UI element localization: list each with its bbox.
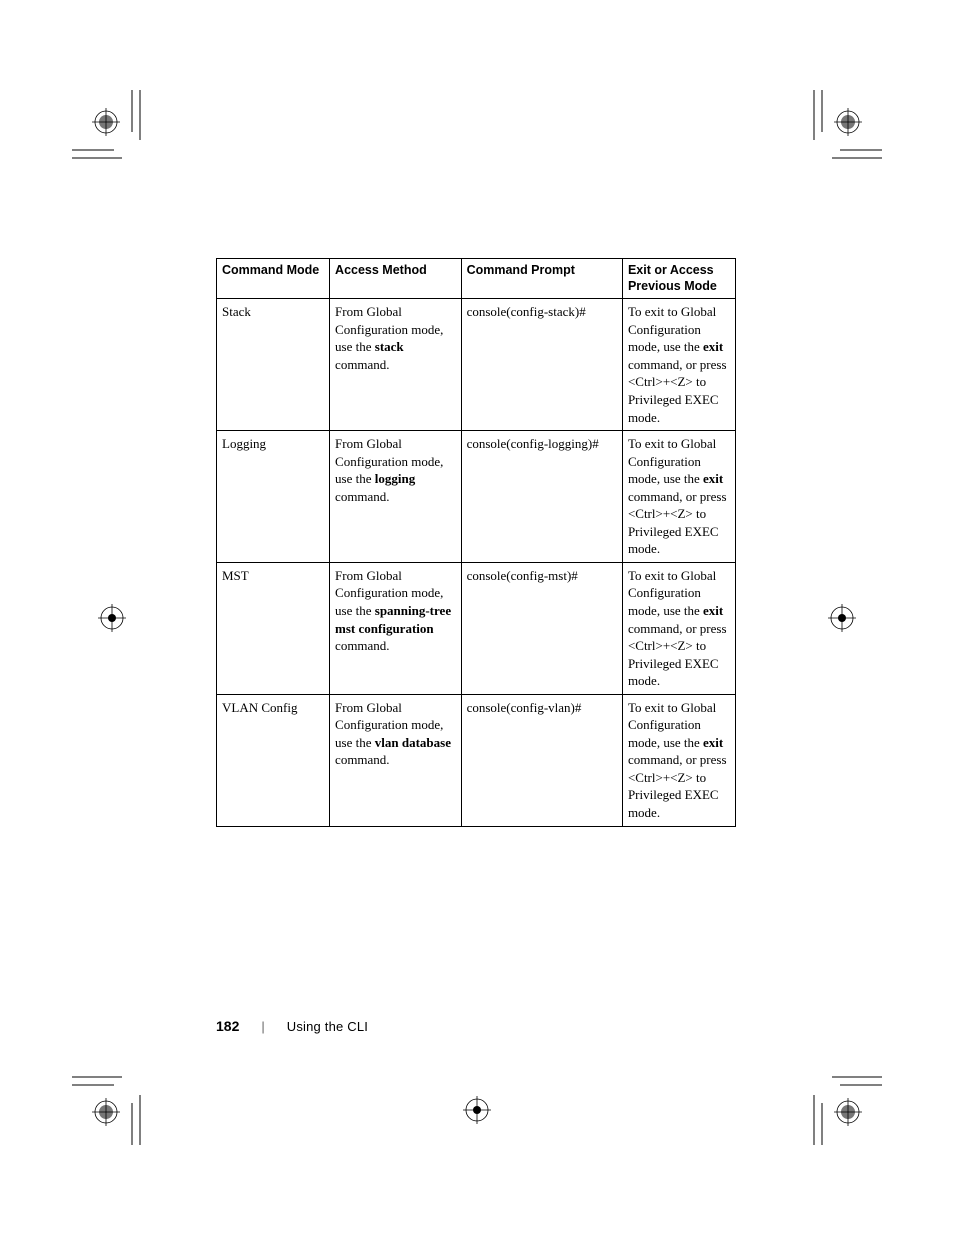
page-content: Command Mode Access Method Command Promp… <box>216 258 736 827</box>
access-command-keyword: logging <box>375 471 415 486</box>
cell-command-prompt: console(config-logging)# <box>461 431 622 563</box>
registration-mark-bottom-center <box>463 1096 491 1124</box>
access-command-keyword: stack <box>375 339 404 354</box>
exit-command-keyword: exit <box>703 735 723 750</box>
cell-command-mode: MST <box>217 562 330 694</box>
cell-access-method: From Global Configuration mode, use the … <box>330 562 462 694</box>
cell-command-prompt: console(config-stack)# <box>461 299 622 431</box>
cell-command-mode: Stack <box>217 299 330 431</box>
access-command-keyword: spanning-tree mst configuration <box>335 603 451 636</box>
exit-command-keyword: exit <box>703 603 723 618</box>
registration-mark-bottom-right <box>834 1098 862 1126</box>
footer-section-title: Using the CLI <box>287 1019 368 1034</box>
table-row: StackFrom Global Configuration mode, use… <box>217 299 736 431</box>
header-command-prompt: Command Prompt <box>461 259 622 299</box>
command-mode-table: Command Mode Access Method Command Promp… <box>216 258 736 827</box>
footer-separator: | <box>261 1019 264 1034</box>
header-access-method: Access Method <box>330 259 462 299</box>
registration-mark-right <box>828 604 856 632</box>
registration-mark-top-left <box>92 108 120 136</box>
cell-command-prompt: console(config-mst)# <box>461 562 622 694</box>
table-header-row: Command Mode Access Method Command Promp… <box>217 259 736 299</box>
table-row: VLAN ConfigFrom Global Configuration mod… <box>217 694 736 826</box>
access-command-keyword: vlan database <box>375 735 451 750</box>
exit-command-keyword: exit <box>703 471 723 486</box>
page-footer: 182 | Using the CLI <box>216 1018 368 1034</box>
exit-command-keyword: exit <box>703 339 723 354</box>
header-exit: Exit or Access Previous Mode <box>622 259 735 299</box>
registration-mark-top-right <box>834 108 862 136</box>
registration-mark-left <box>98 604 126 632</box>
cell-command-mode: Logging <box>217 431 330 563</box>
cell-exit: To exit to Global Configuration mode, us… <box>622 431 735 563</box>
table-row: MSTFrom Global Configuration mode, use t… <box>217 562 736 694</box>
cell-command-mode: VLAN Config <box>217 694 330 826</box>
cell-exit: To exit to Global Configuration mode, us… <box>622 562 735 694</box>
registration-mark-bottom-left <box>92 1098 120 1126</box>
cell-command-prompt: console(config-vlan)# <box>461 694 622 826</box>
cell-access-method: From Global Configuration mode, use the … <box>330 694 462 826</box>
cell-access-method: From Global Configuration mode, use the … <box>330 299 462 431</box>
cell-exit: To exit to Global Configuration mode, us… <box>622 299 735 431</box>
cell-access-method: From Global Configuration mode, use the … <box>330 431 462 563</box>
page-number: 182 <box>216 1018 239 1034</box>
table-row: LoggingFrom Global Configuration mode, u… <box>217 431 736 563</box>
cell-exit: To exit to Global Configuration mode, us… <box>622 694 735 826</box>
header-command-mode: Command Mode <box>217 259 330 299</box>
